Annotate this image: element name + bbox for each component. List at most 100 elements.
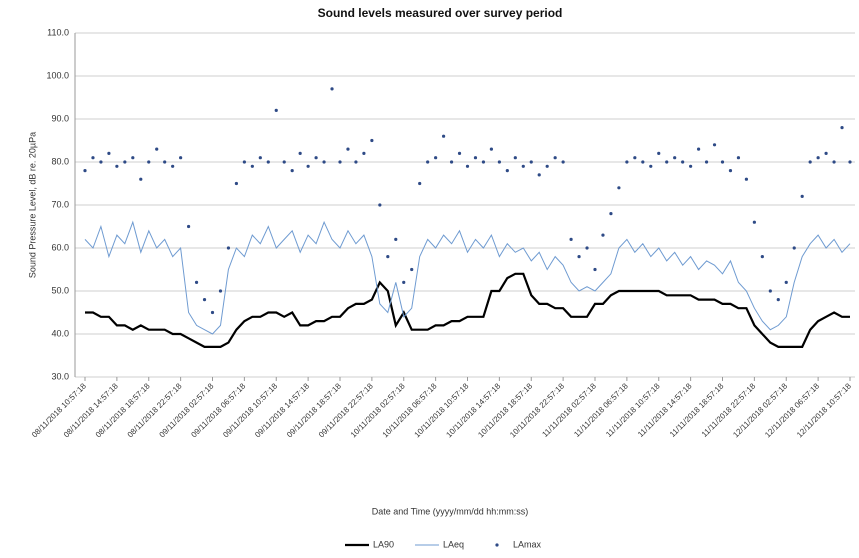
marker [704,160,709,164]
x-tick-label: 09/11/2018 18:57:18 [285,381,343,439]
marker [465,164,470,168]
marker [402,280,406,284]
marker [497,160,501,164]
legend-label: LAeq [443,539,464,549]
marker [593,267,597,272]
x-tick-label: 11/11/2018 06:57:18 [572,381,630,439]
marker [147,160,151,164]
marker [99,160,103,164]
marker [338,160,342,164]
marker [776,298,780,302]
legend-label: LAmax [513,539,542,549]
marker [720,160,725,164]
marker [569,237,573,241]
marker [218,289,223,293]
y-tick-label: 80.0 [51,156,69,166]
marker [633,156,637,160]
marker [115,164,119,168]
x-tick-label: 09/11/2018 06:57:18 [189,381,247,439]
marker [266,160,270,164]
y-tick-label: 60.0 [51,242,69,252]
x-tick-label: 10/11/2018 22:57:18 [508,381,566,439]
marker [282,160,286,164]
marker [760,255,764,259]
x-tick-label: 10/11/2018 14:57:18 [444,381,502,439]
marker [728,169,733,173]
x-tick-label: 08/11/2018 18:57:18 [94,381,152,439]
x-tick-label: 12/11/2018 02:57:18 [731,381,789,439]
marker [362,151,366,155]
marker [441,134,446,138]
marker [171,164,175,168]
x-tick-label: 11/11/2018 22:57:18 [700,381,758,439]
marker [298,151,302,155]
marker [832,160,836,164]
marker [290,169,294,173]
marker [816,156,820,160]
marker [808,160,812,164]
marker [155,147,159,151]
marker [242,160,246,164]
y-tick-label: 110.0 [47,27,69,37]
marker [123,160,127,164]
marker [545,164,549,168]
marker [585,246,589,250]
marker [346,147,350,151]
marker [689,164,693,168]
marker [848,160,852,164]
marker [673,156,677,160]
marker [258,156,262,160]
marker [681,160,685,164]
marker [529,160,533,164]
marker [736,156,741,160]
marker [513,156,517,160]
marker [418,181,422,186]
marker [314,156,318,160]
marker [792,246,796,250]
marker [202,298,207,302]
marker [194,280,199,284]
marker [784,280,788,284]
x-tick-label: 09/11/2018 14:57:18 [253,381,311,439]
marker [712,143,717,147]
x-tick-label: 12/11/2018 10:57:18 [795,381,853,439]
marker [768,289,772,293]
marker [107,151,111,155]
series-line [85,272,850,348]
y-tick-label: 30.0 [51,371,69,381]
marker [577,255,581,259]
marker [386,255,390,259]
x-tick-label: 11/11/2018 10:57:18 [604,381,662,439]
x-tick-label: 10/11/2018 10:57:18 [413,381,471,439]
marker [83,169,87,173]
y-tick-label: 40.0 [51,328,69,338]
marker [657,151,661,155]
marker [449,160,454,164]
x-tick-label: 11/11/2018 18:57:18 [668,381,726,439]
marker [744,177,749,181]
x-tick-label: 10/11/2018 18:57:18 [476,381,534,439]
marker [752,220,756,224]
y-axis-title: Sound Pressure Level, dB re. 20µPa [27,132,37,278]
marker [250,164,254,168]
y-tick-label: 70.0 [51,199,69,209]
x-tick-label: 11/11/2018 14:57:18 [636,381,694,439]
x-tick-label: 08/11/2018 22:57:18 [126,381,184,439]
x-tick-label: 10/11/2018 02:57:18 [349,381,407,439]
marker [226,246,231,250]
marker [322,160,326,164]
marker [696,147,701,151]
marker [426,160,430,164]
x-tick-label: 09/11/2018 22:57:18 [317,381,375,439]
marker [210,310,215,315]
series-line [84,220,851,335]
marker [625,160,629,164]
marker [370,138,374,143]
y-tick-label: 100.0 [46,70,69,80]
marker [234,181,239,186]
marker [186,224,191,229]
marker [665,160,669,164]
marker [378,203,382,207]
y-tick-label: 50.0 [51,285,69,295]
